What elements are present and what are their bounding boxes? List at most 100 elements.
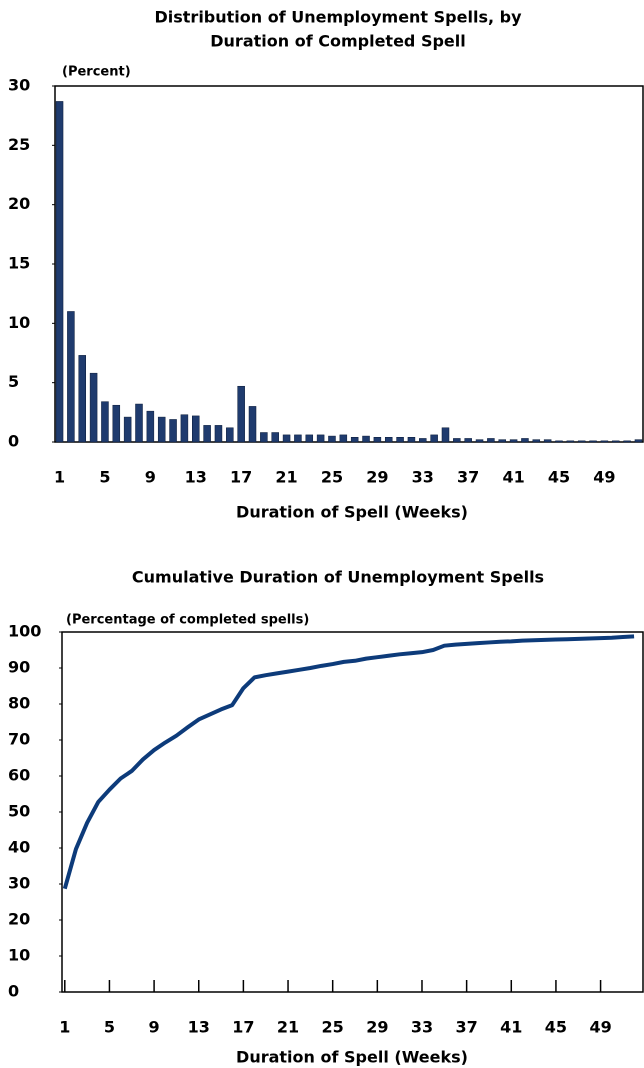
bar <box>316 434 325 443</box>
bar <box>328 435 336 443</box>
chart-title: Distribution of Unemployment Spells, by <box>154 8 522 27</box>
x-tick-label: 1 <box>54 468 65 487</box>
bar <box>396 437 404 443</box>
bar <box>282 434 291 443</box>
x-tick-label: 49 <box>589 1018 611 1037</box>
bar <box>67 311 75 443</box>
x-tick-label: 33 <box>411 1018 433 1037</box>
x-tick-label: 17 <box>232 1018 254 1037</box>
cumulative-line <box>62 634 635 890</box>
bar <box>566 440 575 443</box>
bar <box>248 406 257 443</box>
y-tick-label: 10 <box>8 946 30 965</box>
x-tick-label: 45 <box>548 468 570 487</box>
x-tick-label: 21 <box>277 1018 299 1037</box>
bar <box>89 372 98 443</box>
bar <box>509 439 518 443</box>
y-tick-label: 20 <box>8 910 30 929</box>
x-tick-label: 21 <box>275 468 297 487</box>
bar <box>373 437 382 443</box>
y-tick-label: 5 <box>8 372 19 391</box>
y-tick-label: 100 <box>8 622 41 641</box>
bar <box>135 403 143 443</box>
y-tick-label: 0 <box>8 432 19 451</box>
bar <box>441 427 450 443</box>
y-tick-label: 20 <box>8 194 30 213</box>
bar <box>634 439 643 443</box>
x-tick-label: 37 <box>456 1018 478 1037</box>
unit-label: (Percent) <box>62 65 131 80</box>
bar <box>146 410 155 443</box>
x-axis-label: Duration of Spell (Weeks) <box>236 1048 468 1067</box>
bar <box>521 438 529 443</box>
bar <box>157 416 166 443</box>
bar <box>78 355 86 443</box>
bar <box>362 435 370 443</box>
chart-title: Cumulative Duration of Unemployment Spel… <box>132 568 544 587</box>
y-tick-label: 25 <box>8 135 30 154</box>
x-tick-label: 45 <box>545 1018 567 1037</box>
bar <box>339 434 348 443</box>
unit-label: (Percentage of completed spells) <box>66 613 309 628</box>
bar <box>112 404 121 443</box>
bar <box>214 425 223 443</box>
x-tick-label: 17 <box>230 468 252 487</box>
x-tick-label: 25 <box>322 1018 344 1037</box>
plot-frame <box>61 631 644 993</box>
x-tick-label: 13 <box>185 468 207 487</box>
x-tick-label: 29 <box>366 1018 388 1037</box>
x-tick-label: 1 <box>59 1018 70 1037</box>
bar <box>350 437 359 443</box>
y-tick-label: 70 <box>8 730 30 749</box>
x-tick-label: 41 <box>502 468 524 487</box>
bar <box>612 440 620 443</box>
x-tick-label: 5 <box>99 468 110 487</box>
bar <box>543 439 552 443</box>
y-tick-label: 15 <box>8 254 30 273</box>
bar <box>305 434 314 443</box>
bar <box>294 434 302 443</box>
bar <box>600 440 609 443</box>
bar <box>384 437 393 443</box>
x-tick-label: 25 <box>321 468 343 487</box>
bar <box>237 385 245 443</box>
x-tick-label: 29 <box>366 468 388 487</box>
bar <box>453 438 461 443</box>
x-tick-label: 5 <box>104 1018 115 1037</box>
y-tick-label: 50 <box>8 802 30 821</box>
bar <box>464 438 472 443</box>
x-tick-label: 33 <box>412 468 434 487</box>
bar <box>101 401 109 443</box>
plot-frame <box>54 85 644 443</box>
bar <box>419 438 427 443</box>
bar <box>203 425 211 443</box>
bar <box>498 439 506 443</box>
bar <box>555 440 563 443</box>
bar <box>623 440 631 443</box>
bar <box>407 437 416 443</box>
bar <box>169 419 177 443</box>
x-tick-label: 9 <box>145 468 156 487</box>
x-tick-label: 9 <box>149 1018 160 1037</box>
bar <box>180 414 189 443</box>
bar <box>192 415 200 443</box>
y-tick-label: 0 <box>8 982 19 1001</box>
x-tick-label: 41 <box>500 1018 522 1037</box>
bar <box>271 432 279 443</box>
y-tick-label: 80 <box>8 694 30 713</box>
chart-title: Duration of Completed Spell <box>210 32 465 51</box>
bar <box>260 432 268 443</box>
bar <box>55 101 64 443</box>
y-tick-label: 40 <box>8 838 30 857</box>
x-tick-label: 13 <box>188 1018 210 1037</box>
bar <box>226 427 234 443</box>
x-axis-label: Duration of Spell (Weeks) <box>236 503 468 522</box>
y-tick-label: 10 <box>8 313 30 332</box>
x-tick-label: 49 <box>593 468 615 487</box>
bar <box>430 434 438 443</box>
bar <box>577 440 586 443</box>
bar <box>532 439 541 443</box>
bar <box>589 440 597 443</box>
y-tick-label: 30 <box>8 76 30 95</box>
